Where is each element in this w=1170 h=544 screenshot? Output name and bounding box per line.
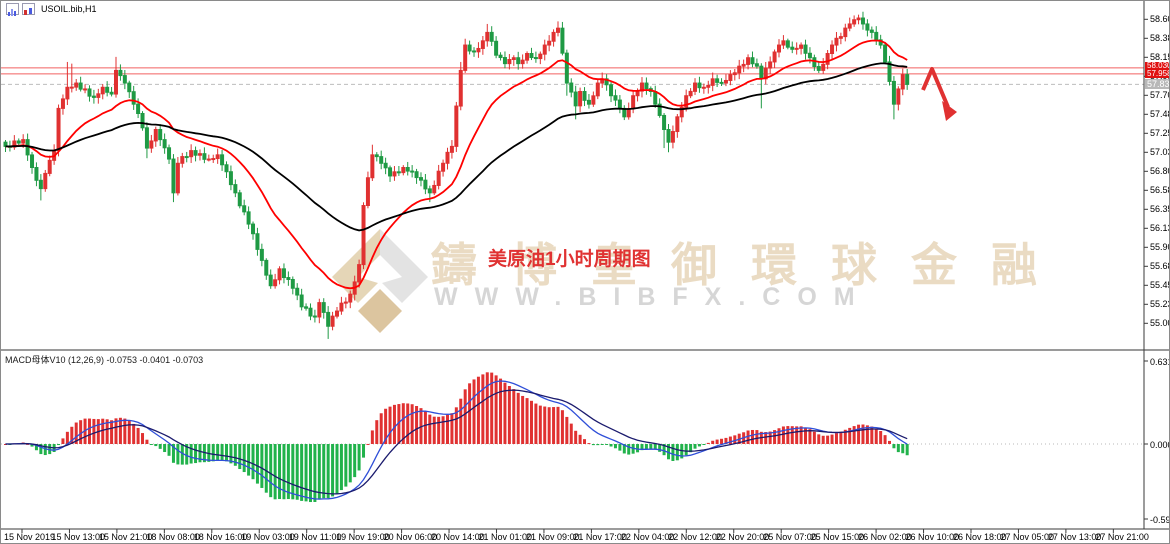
time-axis-label: 22 Nov 20:00 xyxy=(715,532,770,542)
time-axis-label: 26 Nov 10:00 xyxy=(905,532,960,542)
candle-chart-icon xyxy=(22,3,35,15)
price-axis-label: 58.155 xyxy=(1150,52,1169,63)
price-axis-label: 55.680 xyxy=(1150,261,1169,272)
macd-axis-label: 0.0000 xyxy=(1150,440,1169,450)
last-price-badge: 57.834 xyxy=(1145,79,1169,90)
time-axis-label: 21 Nov 09:00 xyxy=(525,532,580,542)
price-axis-label: 57.705 xyxy=(1150,90,1169,101)
time-axis-label: 27 Nov 13:00 xyxy=(1047,532,1102,542)
time-axis-label: 21 Nov 17:00 xyxy=(573,532,627,542)
price-axis-label: 57.255 xyxy=(1150,128,1169,139)
macd-axis-label: -0.5980 xyxy=(1150,515,1170,525)
bid-ask-price-badge: 58.030 57.958 xyxy=(1145,61,1169,78)
macd-axis-label: 0.6319 xyxy=(1150,357,1169,367)
time-axis-label: 20 Nov 14:00 xyxy=(431,532,485,542)
price-axis-label: 55.005 xyxy=(1150,318,1169,329)
time-axis-label: 19 Nov 11:00 xyxy=(288,532,342,542)
time-axis-label: 19 Nov 03:00 xyxy=(241,532,295,542)
time-axis-label: 18 Nov 08:00 xyxy=(146,532,200,542)
time-axis-label: 19 Nov 19:00 xyxy=(336,532,390,542)
price-axis-label: 58.380 xyxy=(1150,33,1169,44)
price-axis-label: 55.905 xyxy=(1150,242,1169,253)
price-axis-label: 56.805 xyxy=(1150,166,1169,177)
symbol-title: USOIL.bib,H1 xyxy=(41,4,97,14)
chart-title-bar: USOIL.bib,H1 xyxy=(6,3,97,16)
price-axis-label: 57.030 xyxy=(1150,147,1169,158)
price-axis-label: 55.455 xyxy=(1150,280,1169,291)
price-axis-label: 56.355 xyxy=(1150,204,1169,215)
price-axis-label: 56.130 xyxy=(1150,223,1169,234)
time-axis-label: 15 Nov 21:00 xyxy=(98,532,153,542)
time-axis-label: 25 Nov 15:00 xyxy=(810,532,865,542)
time-axis-label: 15 Nov 2019 xyxy=(4,532,56,542)
time-axis-label: 27 Nov 05:00 xyxy=(1000,532,1054,542)
time-axis-label: 21 Nov 01:00 xyxy=(478,532,533,542)
time-axis-label: 15 Nov 13:00 xyxy=(51,532,105,542)
bar-chart-icon xyxy=(6,3,19,16)
time-axis-label: 26 Nov 18:00 xyxy=(953,532,1007,542)
time-axis-label: 25 Nov 07:00 xyxy=(763,532,817,542)
chart-caption: 美原油1小时周期图 xyxy=(488,249,651,270)
time-axis-label: 20 Nov 06:00 xyxy=(383,532,438,542)
macd-indicator-label: MACD母体V10 (12,26,9) -0.0753 -0.0401 -0.0… xyxy=(5,355,204,365)
price-axis-label: 55.230 xyxy=(1150,299,1169,310)
time-axis-label: 22 Nov 04:00 xyxy=(620,532,675,542)
time-axis-label: 26 Nov 02:00 xyxy=(858,532,912,542)
time-axis-label: 22 Nov 12:00 xyxy=(668,532,722,542)
price-axis-label: 58.605 xyxy=(1150,14,1169,25)
time-axis-label: 27 Nov 21:00 xyxy=(1095,532,1149,542)
price-axis-label: 56.580 xyxy=(1150,185,1169,196)
price-axis-label: 57.480 xyxy=(1150,109,1169,120)
time-axis-label: 18 Nov 16:00 xyxy=(193,532,248,542)
